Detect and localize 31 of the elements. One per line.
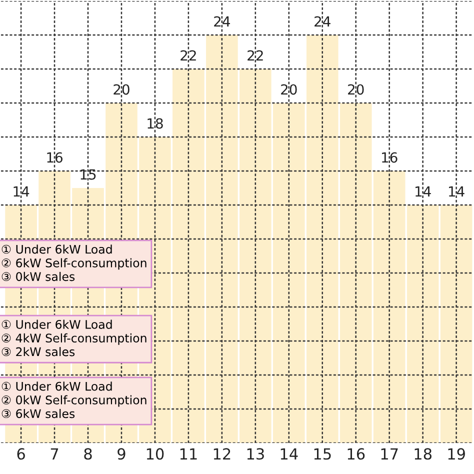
data-label: 14	[416, 186, 431, 197]
data-label: 14	[449, 186, 464, 197]
x-tick-label: 12	[214, 448, 230, 460]
annotation: ① Under 6kW Load ② 0kW Self-consumption ③ 6kW sales	[2, 382, 146, 418]
x-tick-label: 14	[280, 448, 298, 460]
data-label: 20	[348, 84, 364, 95]
x-tick-label: 9	[118, 448, 126, 460]
data-label: 16	[382, 152, 398, 163]
x-tick-label: 11	[180, 448, 197, 460]
data-label: 14	[14, 186, 30, 197]
x-tick-label: 18	[414, 448, 432, 460]
data-label: 16	[47, 152, 62, 163]
x-tick-label: 19	[448, 448, 465, 460]
x-tick-label: 7	[50, 448, 58, 460]
x-tick-label: 16	[348, 448, 365, 460]
data-label: 18	[148, 118, 163, 129]
annotation: ① Under 6kW Load ② 4kW Self-consumption ③ 2kW sales	[2, 320, 146, 356]
x-tick-label: 17	[381, 448, 398, 460]
data-label: 20	[281, 84, 297, 95]
annotation: ① Under 6kW Load ② 6kW Self-consumption ③ 0kW sales	[2, 244, 146, 282]
data-label: 24	[314, 16, 330, 27]
data-label: 15	[80, 169, 96, 180]
x-tick-label: 6	[17, 448, 25, 460]
x-tick-label: 10	[146, 448, 164, 460]
data-label: 24	[214, 16, 230, 27]
data-label: 20	[114, 84, 130, 95]
x-tick-label: 8	[84, 448, 92, 460]
x-tick-label: 13	[247, 448, 264, 460]
x-tick-label: 15	[314, 448, 331, 460]
data-label: 22	[180, 50, 196, 61]
data-label: 22	[248, 50, 263, 61]
